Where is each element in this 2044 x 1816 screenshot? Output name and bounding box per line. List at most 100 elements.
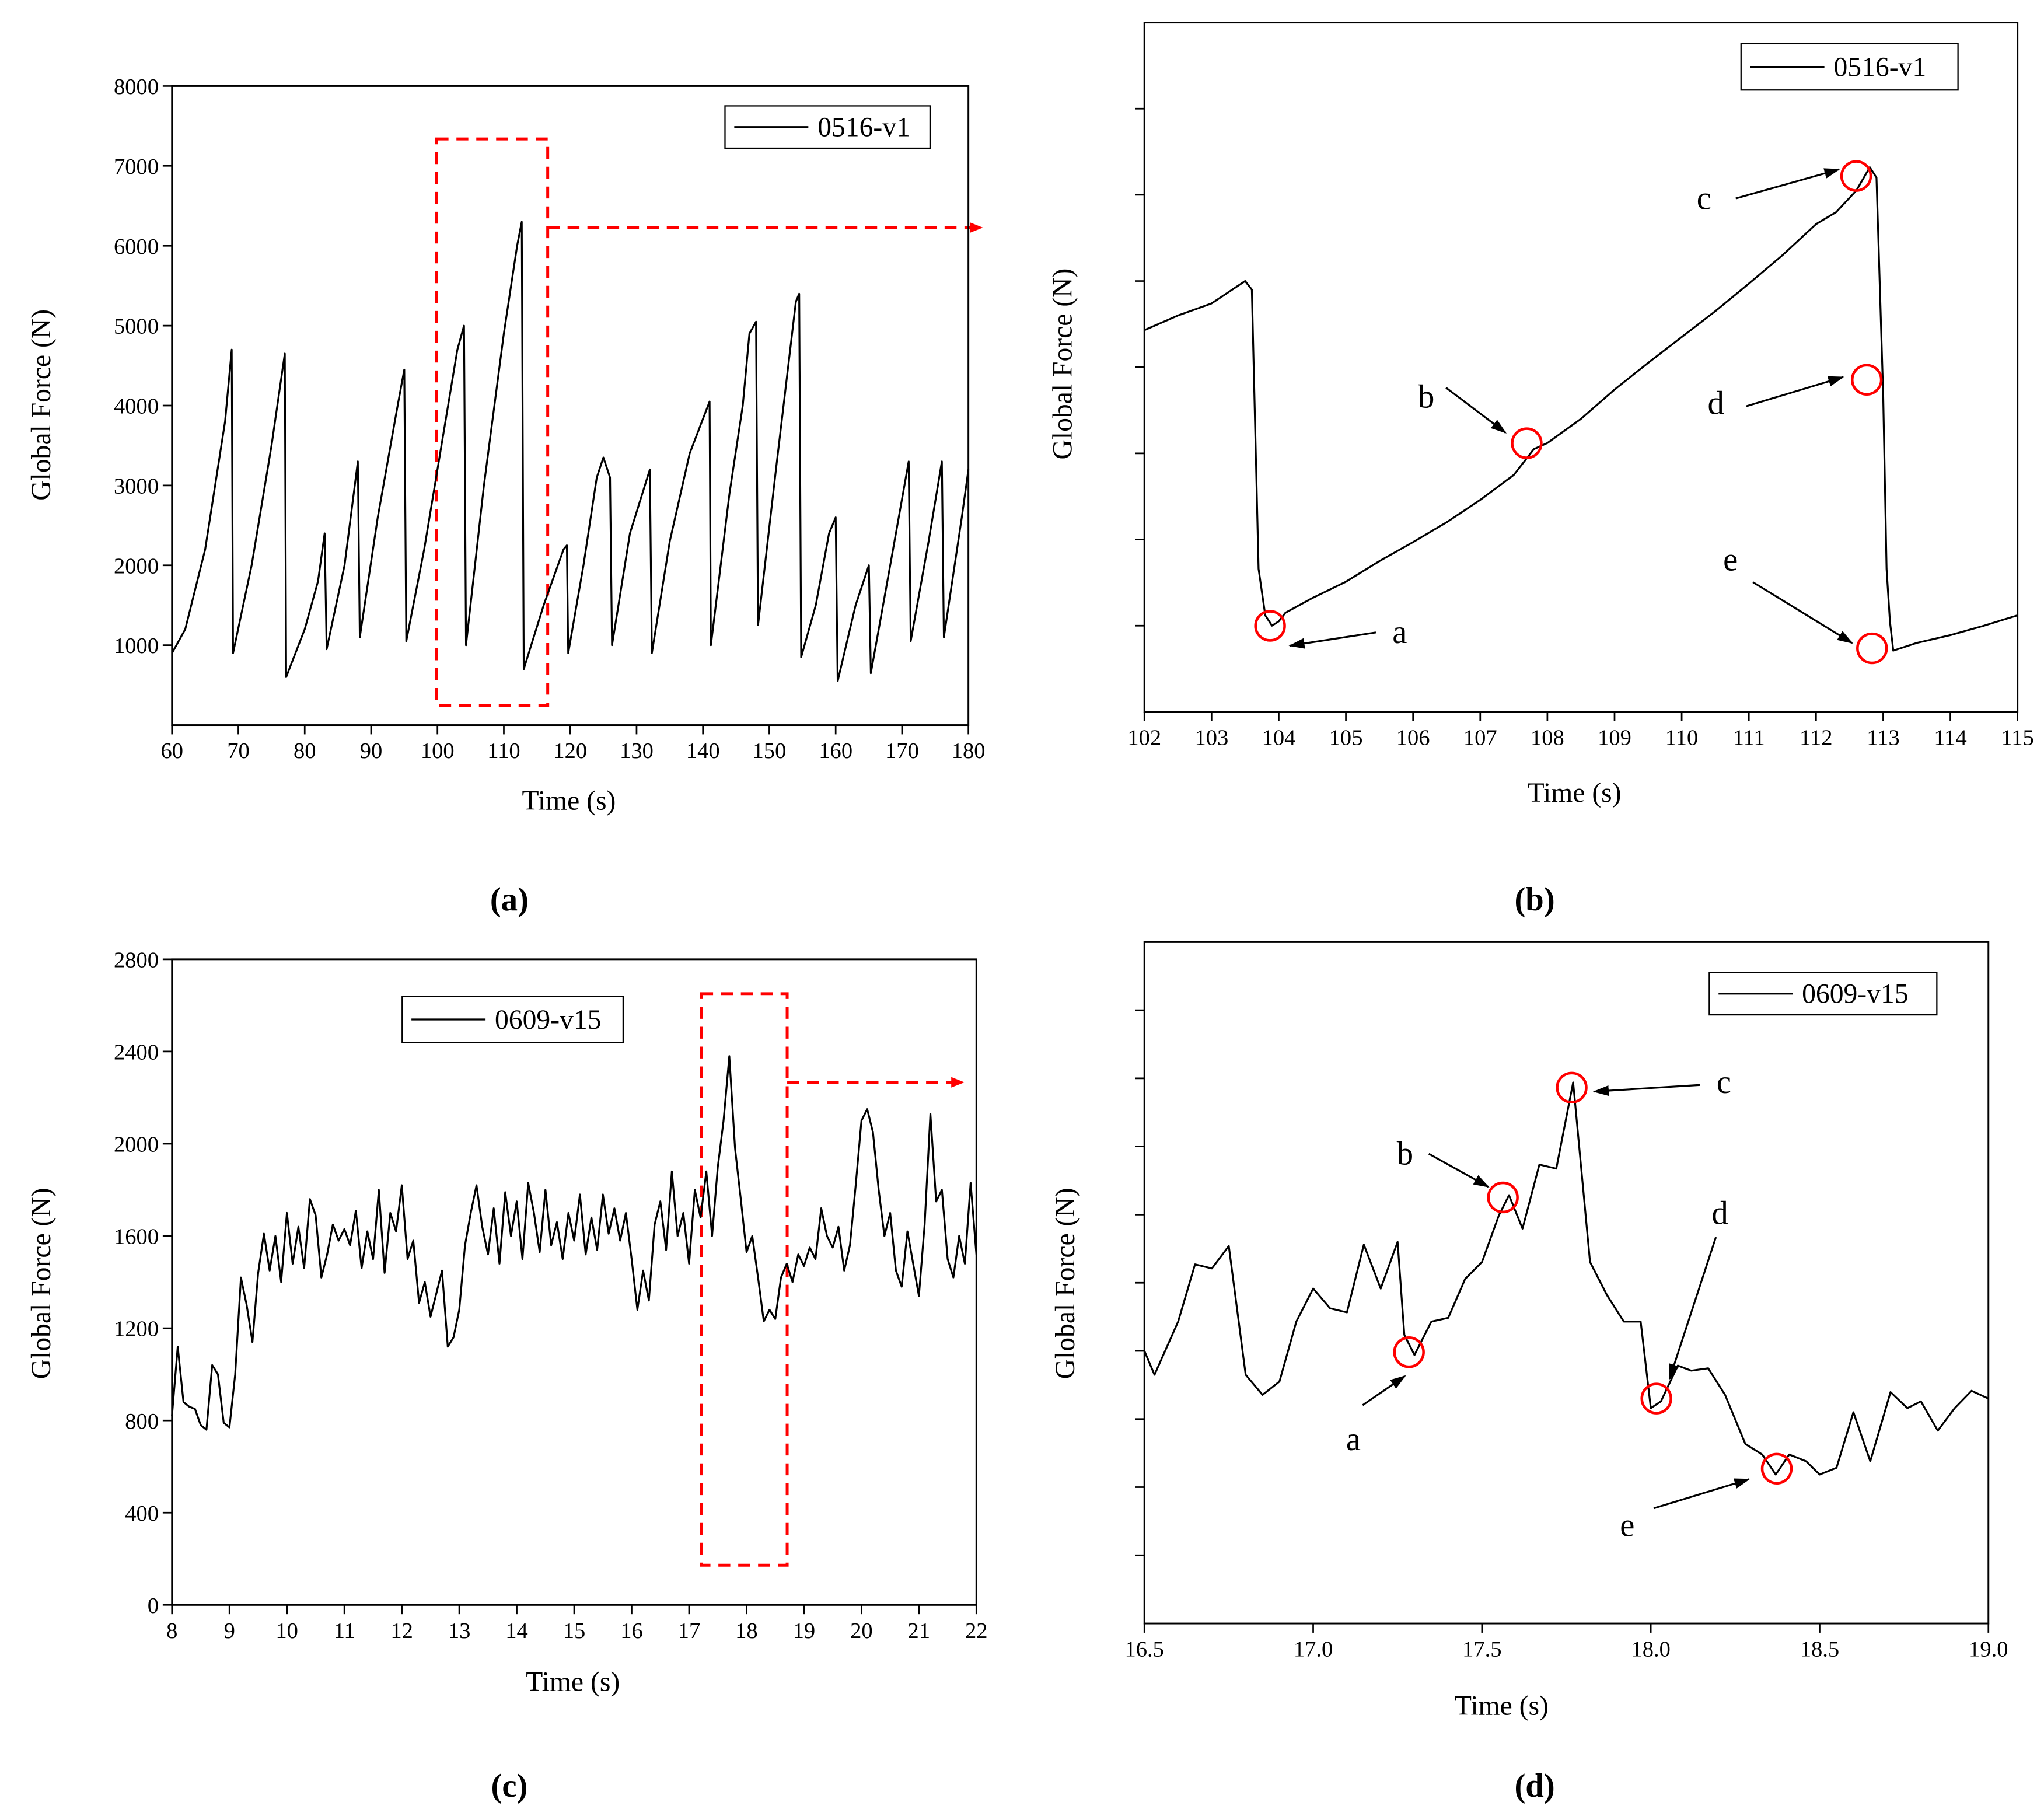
x-tick-label: 106 — [1396, 726, 1430, 750]
x-tick-label: 10 — [275, 1619, 298, 1643]
x-tick-label: 12 — [390, 1619, 413, 1643]
y-tick-label: 2800 — [114, 948, 159, 972]
annotation-circle — [1556, 1071, 1588, 1103]
x-tick-label: 20 — [850, 1619, 873, 1643]
legend-label: 0516-v1 — [817, 113, 910, 143]
y-tick-label: 0 — [148, 1594, 159, 1618]
legend-label: 0516-v1 — [1833, 52, 1926, 82]
x-tick-label: 107 — [1463, 726, 1497, 750]
x-tick-label: 60 — [160, 739, 183, 763]
x-tick-label: 17.5 — [1462, 1637, 1501, 1662]
annotation-arrow — [1288, 631, 1376, 649]
plot-frame — [1143, 22, 2019, 713]
x-tick-label: 150 — [753, 739, 787, 763]
x-tick-label: 105 — [1329, 726, 1363, 750]
y-tick-label: 2000 — [114, 1133, 159, 1157]
plot-frame — [1143, 941, 1990, 1625]
annotation-circle — [1850, 364, 1883, 396]
annotation-label: e — [1723, 541, 1738, 578]
y-tick-label: 2400 — [114, 1040, 159, 1065]
data-line — [1144, 166, 2018, 652]
x-tick-label: 115 — [2001, 726, 2033, 750]
annotation-arrow — [1362, 1375, 1406, 1406]
panel: 60 70 80 90 100 110 120 130 140 150 160 170 180 1000 2… — [26, 75, 985, 918]
x-axis-label: Time (s) — [1455, 1691, 1549, 1721]
x-tick-label: 103 — [1194, 726, 1228, 750]
annotation-arrow — [1668, 1237, 1717, 1380]
x-tick-label: 110 — [1665, 726, 1698, 750]
x-tick-label: 100 — [421, 739, 455, 763]
y-axis-label: Global Force (N) — [26, 1188, 57, 1379]
y-tick-label: 6000 — [114, 235, 159, 259]
annotation-label: a — [1346, 1421, 1361, 1458]
x-axis-label: Time (s) — [526, 1667, 620, 1698]
x-tick-label: 112 — [1800, 726, 1832, 750]
annotation-arrow — [1428, 1153, 1490, 1188]
legend-label: 0609-v15 — [495, 1005, 601, 1035]
annotation-arrow — [1735, 168, 1840, 200]
x-tick-label: 18.5 — [1800, 1637, 1839, 1662]
y-axis-label: Global Force (N) — [1048, 268, 1078, 460]
x-tick-label: 180 — [952, 739, 986, 763]
y-tick-label: 4000 — [114, 394, 159, 419]
y-tick-label: 800 — [125, 1409, 159, 1434]
x-tick-label: 90 — [360, 739, 383, 763]
x-tick-label: 15 — [563, 1619, 586, 1643]
y-tick-label: 5000 — [114, 315, 159, 339]
annotation-label: a — [1392, 614, 1407, 651]
caption: (c) — [491, 1768, 527, 1804]
x-tick-label: 22 — [965, 1619, 988, 1643]
annotation-arrow — [1592, 1084, 1700, 1096]
panel: 8 9 10 11 12 13 14 15 16 17 18 19 20 21 22 0 400 800 1200 1… — [26, 948, 987, 1804]
x-tick-label: 111 — [1733, 726, 1765, 750]
annotation-circle — [1840, 160, 1872, 192]
plot-frame — [171, 85, 970, 727]
x-tick-label: 8 — [166, 1619, 177, 1643]
x-tick-label: 160 — [819, 739, 852, 763]
y-tick-label: 3000 — [114, 474, 159, 498]
annotation-label: c — [1717, 1064, 1731, 1101]
panel: 102 103 104 105 106 107 108 109 110 111 112 113 114 1… — [1048, 22, 2034, 918]
x-tick-label: 104 — [1262, 726, 1296, 750]
y-tick-label: 400 — [125, 1501, 159, 1526]
annotation-label: d — [1708, 385, 1724, 422]
zoom-box — [435, 137, 550, 707]
x-tick-label: 17.0 — [1294, 1637, 1333, 1662]
x-tick-label: 13 — [448, 1619, 471, 1643]
zoom-box — [700, 992, 789, 1567]
plot-frame — [171, 958, 977, 1606]
x-tick-label: 109 — [1598, 726, 1631, 750]
annotation-circle — [1254, 610, 1286, 642]
x-tick-label: 16.5 — [1125, 1637, 1164, 1662]
y-tick-label: 1200 — [114, 1317, 159, 1342]
annotation-circle — [1760, 1452, 1793, 1485]
data-line — [1143, 1081, 1989, 1476]
x-tick-label: 70 — [227, 739, 250, 763]
x-tick-label: 102 — [1127, 726, 1161, 750]
x-tick-label: 9 — [224, 1619, 235, 1643]
x-tick-label: 140 — [686, 739, 720, 763]
annotation-circle — [1487, 1181, 1519, 1214]
annotation-arrow — [1746, 376, 1844, 407]
x-tick-label: 14 — [505, 1619, 528, 1643]
annotation-label: b — [1418, 378, 1434, 415]
y-axis-label: Global Force (N) — [1050, 1188, 1081, 1379]
x-tick-label: 18 — [735, 1619, 758, 1643]
annotation-label: c — [1697, 180, 1711, 216]
y-tick-label: 8000 — [114, 75, 159, 99]
annotation-label: b — [1397, 1135, 1413, 1172]
annotation-arrow — [1653, 1478, 1750, 1510]
x-tick-label: 17 — [678, 1619, 701, 1643]
legend-label: 0609-v15 — [1802, 979, 1909, 1010]
y-tick-label: 7000 — [114, 155, 159, 179]
caption: (b) — [1514, 881, 1554, 918]
annotation-label: d — [1711, 1195, 1728, 1231]
caption: (a) — [490, 881, 529, 918]
x-axis-label: Time (s) — [1528, 778, 1622, 808]
caption: (d) — [1514, 1768, 1554, 1804]
x-axis-label: Time (s) — [522, 786, 616, 816]
x-tick-label: 18.0 — [1631, 1637, 1670, 1662]
x-tick-label: 108 — [1531, 726, 1564, 750]
